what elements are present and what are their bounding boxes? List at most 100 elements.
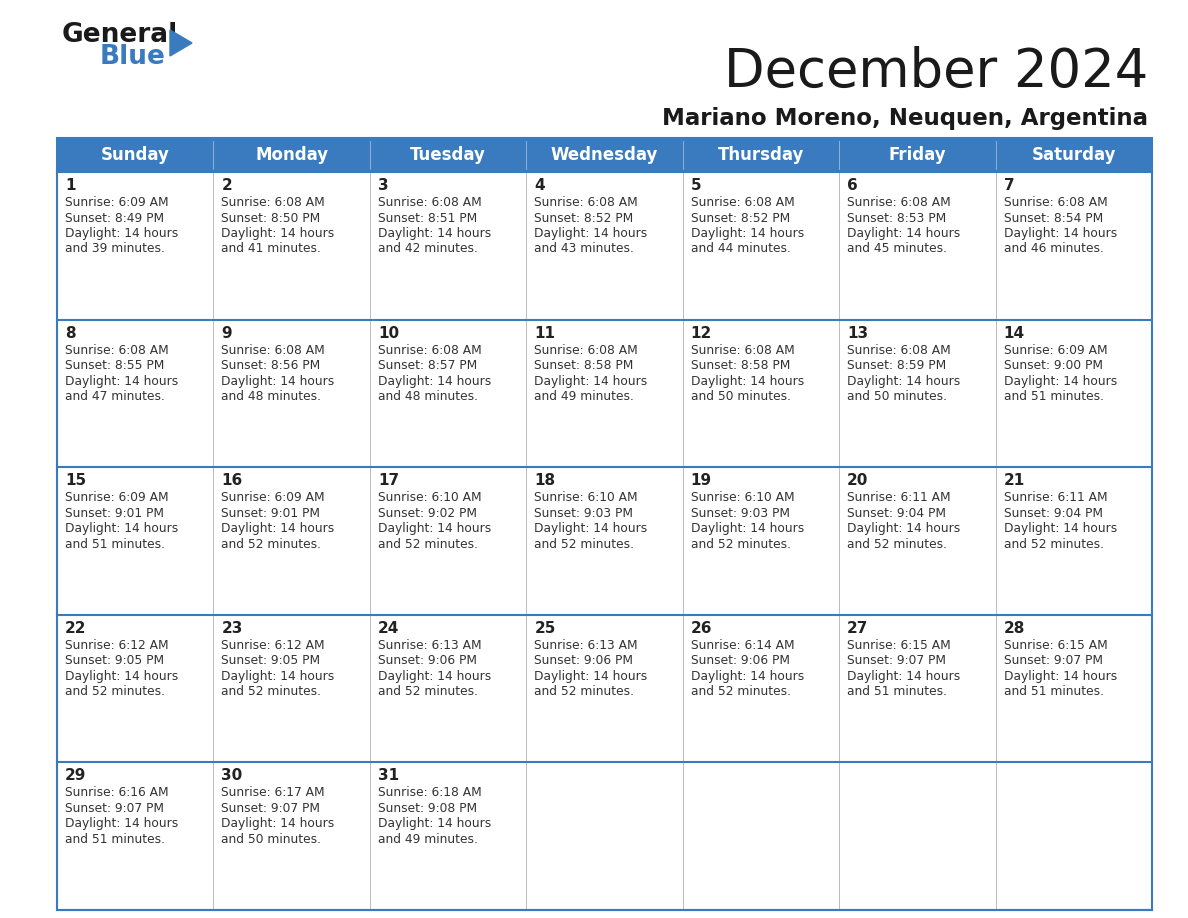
Text: Sunset: 8:55 PM: Sunset: 8:55 PM [65, 359, 164, 372]
Text: Sunrise: 6:10 AM: Sunrise: 6:10 AM [690, 491, 795, 504]
Text: 11: 11 [535, 326, 555, 341]
Text: and 52 minutes.: and 52 minutes. [535, 538, 634, 551]
Text: Daylight: 14 hours: Daylight: 14 hours [535, 375, 647, 387]
Text: Sunset: 8:57 PM: Sunset: 8:57 PM [378, 359, 478, 372]
Text: Daylight: 14 hours: Daylight: 14 hours [221, 817, 335, 831]
Bar [57, 763, 1152, 910]
Text: Sunrise: 6:08 AM: Sunrise: 6:08 AM [221, 196, 326, 209]
Text: Sunrise: 6:08 AM: Sunrise: 6:08 AM [535, 196, 638, 209]
Text: Sunrise: 6:09 AM: Sunrise: 6:09 AM [221, 491, 326, 504]
Text: 23: 23 [221, 621, 242, 636]
Text: and 52 minutes.: and 52 minutes. [1004, 538, 1104, 551]
Text: Daylight: 14 hours: Daylight: 14 hours [221, 522, 335, 535]
Text: Sunrise: 6:11 AM: Sunrise: 6:11 AM [847, 491, 950, 504]
Text: 28: 28 [1004, 621, 1025, 636]
Text: Sunrise: 6:08 AM: Sunrise: 6:08 AM [535, 343, 638, 356]
Text: Mariano Moreno, Neuquen, Argentina: Mariano Moreno, Neuquen, Argentina [662, 106, 1148, 129]
Text: 20: 20 [847, 473, 868, 488]
Text: Sunset: 9:07 PM: Sunset: 9:07 PM [1004, 655, 1102, 667]
Text: Sunset: 9:05 PM: Sunset: 9:05 PM [221, 655, 321, 667]
Text: Daylight: 14 hours: Daylight: 14 hours [690, 670, 804, 683]
Text: and 52 minutes.: and 52 minutes. [690, 686, 791, 699]
Text: Sunrise: 6:09 AM: Sunrise: 6:09 AM [65, 491, 169, 504]
Text: 21: 21 [1004, 473, 1025, 488]
Text: Sunrise: 6:18 AM: Sunrise: 6:18 AM [378, 787, 481, 800]
Text: Daylight: 14 hours: Daylight: 14 hours [65, 522, 178, 535]
Text: Sunset: 8:54 PM: Sunset: 8:54 PM [1004, 211, 1102, 225]
Text: and 43 minutes.: and 43 minutes. [535, 242, 634, 255]
Text: and 52 minutes.: and 52 minutes. [847, 538, 947, 551]
Text: and 52 minutes.: and 52 minutes. [690, 538, 791, 551]
Bar [57, 319, 1152, 467]
Text: 27: 27 [847, 621, 868, 636]
Text: and 52 minutes.: and 52 minutes. [221, 686, 322, 699]
Text: Daylight: 14 hours: Daylight: 14 hours [535, 670, 647, 683]
Text: 8: 8 [65, 326, 76, 341]
Text: Monday: Monday [255, 146, 328, 164]
Text: 7: 7 [1004, 178, 1015, 193]
Text: 6: 6 [847, 178, 858, 193]
Text: and 49 minutes.: and 49 minutes. [378, 833, 478, 845]
Text: Sunrise: 6:08 AM: Sunrise: 6:08 AM [65, 343, 169, 356]
Text: 1: 1 [65, 178, 76, 193]
Text: Daylight: 14 hours: Daylight: 14 hours [65, 375, 178, 387]
Text: Saturday: Saturday [1031, 146, 1116, 164]
Text: and 42 minutes.: and 42 minutes. [378, 242, 478, 255]
Text: Sunrise: 6:08 AM: Sunrise: 6:08 AM [690, 343, 795, 356]
Text: Sunrise: 6:11 AM: Sunrise: 6:11 AM [1004, 491, 1107, 504]
Bar [57, 467, 1152, 615]
Text: Sunset: 8:49 PM: Sunset: 8:49 PM [65, 211, 164, 225]
Text: Daylight: 14 hours: Daylight: 14 hours [378, 522, 491, 535]
Text: Sunset: 9:04 PM: Sunset: 9:04 PM [847, 507, 946, 520]
Text: Daylight: 14 hours: Daylight: 14 hours [1004, 522, 1117, 535]
Text: Daylight: 14 hours: Daylight: 14 hours [378, 817, 491, 831]
Text: Daylight: 14 hours: Daylight: 14 hours [378, 670, 491, 683]
Text: Sunrise: 6:16 AM: Sunrise: 6:16 AM [65, 787, 169, 800]
Text: Daylight: 14 hours: Daylight: 14 hours [690, 375, 804, 387]
Bar [57, 138, 1152, 910]
Text: Daylight: 14 hours: Daylight: 14 hours [1004, 375, 1117, 387]
Text: Daylight: 14 hours: Daylight: 14 hours [847, 375, 960, 387]
Text: 14: 14 [1004, 326, 1025, 341]
Text: Sunrise: 6:15 AM: Sunrise: 6:15 AM [1004, 639, 1107, 652]
Bar [57, 615, 1152, 763]
Text: Sunset: 8:50 PM: Sunset: 8:50 PM [221, 211, 321, 225]
Text: 4: 4 [535, 178, 545, 193]
Text: Daylight: 14 hours: Daylight: 14 hours [221, 670, 335, 683]
Text: Sunrise: 6:13 AM: Sunrise: 6:13 AM [378, 639, 481, 652]
Text: and 48 minutes.: and 48 minutes. [221, 390, 322, 403]
Text: Sunset: 9:03 PM: Sunset: 9:03 PM [690, 507, 790, 520]
Text: 18: 18 [535, 473, 556, 488]
Text: Sunset: 9:02 PM: Sunset: 9:02 PM [378, 507, 476, 520]
Text: Sunrise: 6:08 AM: Sunrise: 6:08 AM [378, 196, 481, 209]
Text: Sunrise: 6:10 AM: Sunrise: 6:10 AM [378, 491, 481, 504]
Text: Daylight: 14 hours: Daylight: 14 hours [690, 227, 804, 240]
Text: Sunset: 8:59 PM: Sunset: 8:59 PM [847, 359, 947, 372]
Text: and 48 minutes.: and 48 minutes. [378, 390, 478, 403]
Text: Sunset: 8:52 PM: Sunset: 8:52 PM [690, 211, 790, 225]
Text: Sunset: 9:07 PM: Sunset: 9:07 PM [65, 802, 164, 815]
Text: Sunset: 9:06 PM: Sunset: 9:06 PM [535, 655, 633, 667]
Text: and 51 minutes.: and 51 minutes. [1004, 390, 1104, 403]
Text: Sunset: 8:56 PM: Sunset: 8:56 PM [221, 359, 321, 372]
Text: and 50 minutes.: and 50 minutes. [221, 833, 322, 845]
Text: and 49 minutes.: and 49 minutes. [535, 390, 634, 403]
Text: Friday: Friday [889, 146, 946, 164]
Text: Sunrise: 6:08 AM: Sunrise: 6:08 AM [1004, 196, 1107, 209]
Text: Sunrise: 6:17 AM: Sunrise: 6:17 AM [221, 787, 326, 800]
Text: Sunrise: 6:08 AM: Sunrise: 6:08 AM [690, 196, 795, 209]
Bar [57, 172, 1152, 319]
Text: Sunset: 8:58 PM: Sunset: 8:58 PM [690, 359, 790, 372]
Text: Sunrise: 6:12 AM: Sunrise: 6:12 AM [221, 639, 326, 652]
Text: Daylight: 14 hours: Daylight: 14 hours [847, 522, 960, 535]
Text: Sunrise: 6:09 AM: Sunrise: 6:09 AM [65, 196, 169, 209]
Text: 3: 3 [378, 178, 388, 193]
Text: 19: 19 [690, 473, 712, 488]
Text: 30: 30 [221, 768, 242, 783]
Text: 16: 16 [221, 473, 242, 488]
Text: and 47 minutes.: and 47 minutes. [65, 390, 165, 403]
Text: Daylight: 14 hours: Daylight: 14 hours [221, 227, 335, 240]
Text: Sunset: 8:52 PM: Sunset: 8:52 PM [535, 211, 633, 225]
Text: and 52 minutes.: and 52 minutes. [65, 686, 165, 699]
Text: 5: 5 [690, 178, 701, 193]
